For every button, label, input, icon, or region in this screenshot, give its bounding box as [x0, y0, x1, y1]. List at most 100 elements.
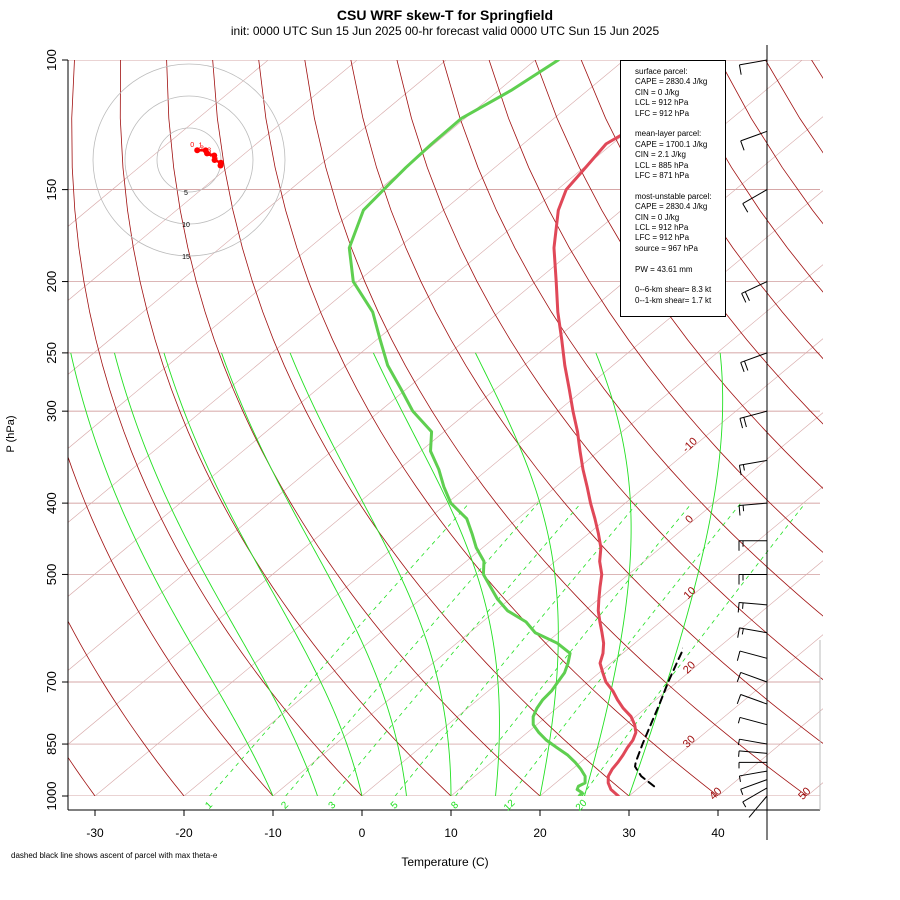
- isotherm: [361, 412, 823, 796]
- isotherm-label: 10: [681, 585, 698, 602]
- hodograph-point: [211, 157, 218, 163]
- stats-line: LCL = 912 hPa: [635, 223, 689, 233]
- wind-barb-flag: [742, 464, 745, 471]
- mixing-ratio-label: 12: [502, 798, 518, 814]
- shear-block: 0--6-km shear= 8.3 kt 0--1-km shear= 1.7…: [635, 285, 725, 306]
- wind-barb: [739, 502, 768, 507]
- isotherm: [272, 338, 823, 796]
- dry-adiabat: [626, 60, 823, 360]
- wind-barb-flag: [737, 739, 740, 746]
- mixing-ratio-line: [394, 502, 638, 796]
- wind-barb-flag: [736, 650, 741, 661]
- dry-adiabat: [166, 60, 541, 796]
- dry-adiabat: [858, 60, 900, 796]
- wind-barb-flag: [740, 140, 745, 151]
- stats-line: 0--6-km shear= 8.3 kt: [635, 285, 712, 295]
- hodograph-level-label: 5: [214, 155, 218, 162]
- y-tick-label: 200: [44, 271, 59, 293]
- wind-barb-flag: [742, 505, 745, 512]
- stats-line: CAPE = 2830.4 J/kg: [635, 202, 708, 212]
- y-tick-label: 700: [44, 671, 59, 693]
- hodograph-level-label: 6: [214, 158, 218, 165]
- x-tick-label: 10: [444, 826, 458, 840]
- wind-barb-flag: [744, 291, 750, 301]
- isotherm-label: 40: [707, 785, 724, 802]
- moist-adiabat: [584, 352, 632, 796]
- wind-barb: [739, 750, 768, 754]
- wind-barb-flag: [742, 203, 749, 213]
- wind-barb-flag: [737, 602, 740, 613]
- chart-title: CSU WRF skew-T for Springfield: [336, 7, 554, 23]
- stats-line: CIN = 0 J/kg: [635, 87, 680, 97]
- y-tick-label: 250: [44, 342, 59, 364]
- x-tick-label: 30: [622, 826, 636, 840]
- isotherm: [68, 60, 536, 449]
- y-tick-label: 100: [44, 49, 59, 71]
- dry-adiabat: [534, 60, 823, 490]
- wind-barb-flag: [742, 801, 747, 808]
- hodograph-point: [217, 162, 224, 169]
- moist-adiabat: [628, 352, 724, 796]
- stats-line: CAPE = 1700.1 J/kg: [635, 139, 708, 149]
- wind-barb-flag: [738, 775, 741, 782]
- moist-adiabat: [221, 352, 407, 796]
- isotherm: [68, 60, 714, 597]
- wind-barb: [740, 671, 768, 683]
- wind-barb: [739, 601, 768, 606]
- stats-line: LCL = 885 hPa: [635, 160, 689, 170]
- wind-barb-flag: [743, 417, 747, 428]
- wind-barb: [740, 130, 768, 142]
- dry-adiabat: [71, 60, 363, 796]
- wind-barb-flag: [738, 465, 742, 476]
- isotherm-label: 50: [796, 785, 813, 802]
- wind-barb: [742, 189, 768, 205]
- wind-barb-flag: [741, 293, 747, 303]
- wind-barb-flag: [736, 694, 742, 705]
- mixing-ratio-line: [285, 502, 539, 796]
- stats-line: 0--1-km shear= 1.7 kt: [635, 295, 712, 305]
- hodograph-level-label: 0: [190, 142, 194, 149]
- dry-adiabat: [488, 60, 823, 553]
- wind-barb-flag: [736, 672, 742, 682]
- wind-barb: [739, 627, 768, 634]
- isotherm: [68, 60, 625, 523]
- stats-line: most-unstable parcel:: [635, 191, 712, 201]
- wind-barb: [739, 738, 768, 745]
- isotherm: [94, 190, 823, 796]
- wind-barb-flag: [738, 505, 741, 516]
- isotherm-label: 30: [681, 733, 698, 750]
- stats-line: LFC = 912 hPa: [635, 108, 690, 118]
- hodograph-ring-label: 5: [184, 190, 188, 197]
- dry-adiabat: [442, 60, 823, 617]
- mean-layer-parcel-block: mean-layer parcel: CAPE = 1700.1 J/kg CI…: [635, 129, 725, 181]
- isotherm: [539, 560, 823, 796]
- wind-barb: [739, 650, 768, 659]
- wind-barb: [739, 770, 768, 777]
- stats-line: LFC = 871 hPa: [635, 171, 690, 181]
- isotherm: [68, 60, 447, 375]
- wind-barbs: [736, 45, 768, 840]
- dry-adiabat: [580, 60, 823, 425]
- wind-barb-flag: [742, 602, 744, 609]
- moist-adiabat: [372, 352, 500, 796]
- moist-adiabat: [70, 352, 274, 796]
- dry-adiabat: [396, 60, 823, 681]
- hodograph-level-label: 4: [208, 152, 212, 159]
- wind-barb-flag: [739, 418, 744, 429]
- wind-barb-flag: [738, 750, 740, 757]
- isotherm: [806, 782, 823, 796]
- y-tick-label: 400: [44, 492, 59, 514]
- isotherm: [68, 60, 358, 301]
- y-tick-label: 300: [44, 400, 59, 422]
- stats-line: CAPE = 2830.4 J/kg: [635, 77, 708, 87]
- wind-barb: [740, 352, 768, 363]
- temperature-line: [552, 100, 683, 796]
- stats-line: CIN = 0 J/kg: [635, 212, 680, 222]
- stats-line: source = 967 hPa: [635, 243, 698, 253]
- hodograph-point: [211, 152, 218, 159]
- mixing-ratio-label: 20: [574, 798, 590, 814]
- dry-adiabat: [68, 455, 274, 796]
- chart-subtitle: init: 0000 UTC Sun 15 Jun 2025 00-hr for…: [230, 24, 660, 38]
- mixing-ratio-line: [581, 502, 806, 796]
